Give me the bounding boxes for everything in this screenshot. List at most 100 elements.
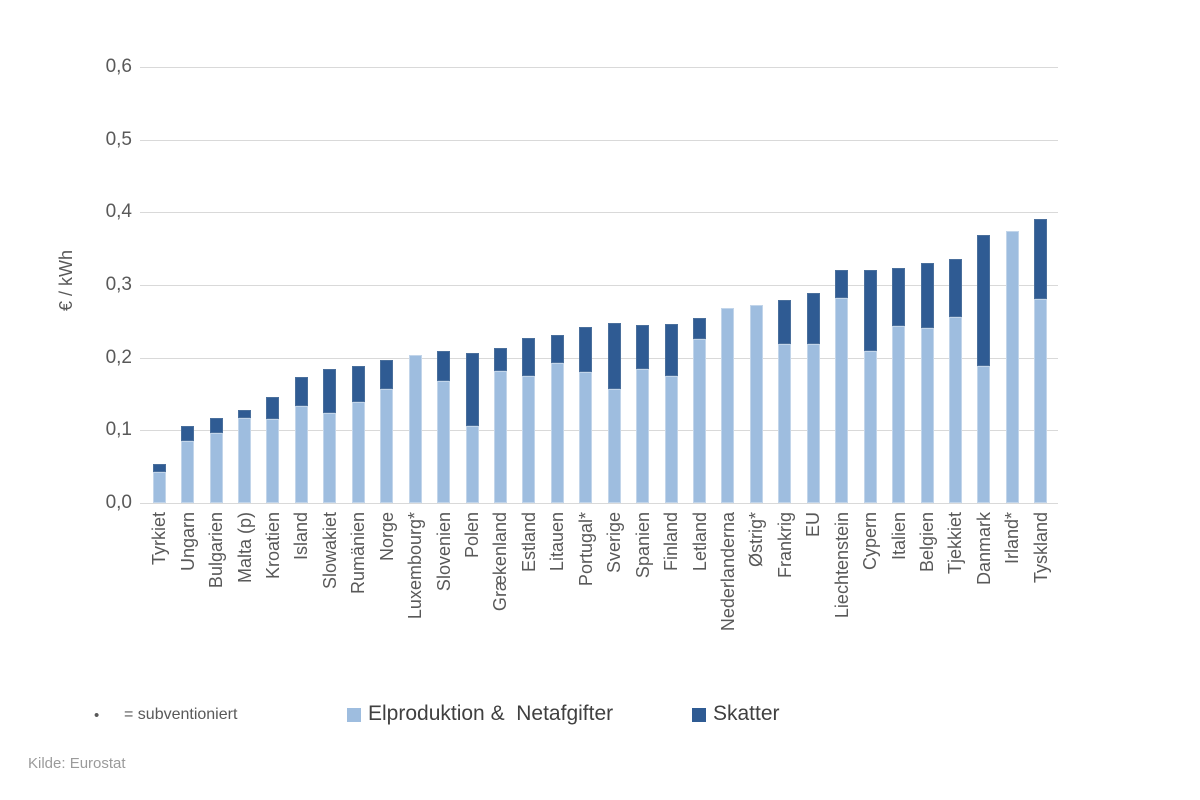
bar-ungarn [181,426,194,503]
bar-segment-taxes [238,410,251,418]
bar-malta-p- [238,410,251,503]
legend-swatch-taxes [692,708,706,722]
bar-luxembourg- [409,355,422,503]
x-tick-label: Slovenien [434,512,454,592]
bar-segment-production-network [693,339,706,503]
x-tick-label: EU [803,512,823,538]
bar-segment-taxes [807,293,820,344]
bar-segment-production-network [864,351,877,503]
x-tick-label: Østrig* [746,512,766,568]
bar-segment-taxes [352,366,365,402]
bar-segment-taxes [466,353,479,426]
gridline [140,503,1058,504]
bar-belgien [921,263,934,503]
bar-spanien [636,325,649,503]
bar-bulgarien [210,418,223,503]
x-tick-label: Sverige [604,512,624,574]
bar-portugal- [579,327,592,503]
x-tick-label: Tyskland [1031,512,1051,584]
x-tick-label: Irland* [1002,512,1022,565]
x-tick-label: Finland [661,512,681,572]
x-tick-label: Spanien [633,512,653,579]
bar-segment-production-network [437,381,450,503]
bar-finland [665,324,678,503]
bar-segment-production-network [522,376,535,503]
bar-segment-production-network [295,406,308,503]
bar-segment-production-network [238,418,251,503]
bar-segment-production-network [323,413,336,503]
bar-segment-taxes [494,348,507,371]
bar-polen [466,353,479,503]
bar-segment-taxes [181,426,194,441]
bar-kroatien [266,397,279,503]
bar-sverige [608,323,621,503]
bar-liechtenstein [835,270,848,503]
bar-segment-production-network [665,376,678,503]
y-tick-label: 0,5 [105,129,132,150]
bar-norge [380,360,393,503]
bar-segment-production-network [608,389,621,503]
x-tick-label: Tjekkiet [945,512,965,575]
bar-segment-production-network [1034,299,1047,503]
bar-danmark [977,235,990,503]
bar-segment-taxes [665,324,678,376]
bar-segment-production-network [778,344,791,503]
bar-segment-taxes [693,318,706,339]
bar-segment-production-network [807,344,820,503]
bar-frankrig [778,300,791,503]
x-tick-label: Estland [519,512,539,573]
bar-segment-production-network [835,298,848,503]
bar-segment-taxes [949,259,962,317]
gridline [140,212,1058,213]
bar-segment-taxes [153,464,166,472]
bar-litauen [551,335,564,503]
bar-segment-production-network [1006,231,1019,503]
gridline [140,358,1058,359]
bar-segment-production-network [721,308,734,503]
bar-segment-taxes [1034,219,1047,299]
bar-segment-production-network [636,369,649,503]
bar-italien [892,268,905,503]
x-tick-label: Kroatien [263,512,283,580]
bar-segment-taxes [835,270,848,298]
x-tick-label: Slowakiet [320,512,340,590]
bar-segment-production-network [409,355,422,503]
x-tick-label: Cypern [860,512,880,571]
bar-segment-taxes [551,335,564,363]
bar-slowakiet [323,369,336,503]
x-tick-label: Luxembourg* [405,512,425,620]
bar-segment-taxes [266,397,279,419]
x-tick-label: Tyrkiet [149,512,169,566]
bar--strig- [750,305,763,503]
bar-irland- [1006,231,1019,503]
x-tick-label: Rumänien [348,512,368,595]
bar-segment-production-network [210,433,223,503]
bar-segment-production-network [181,441,194,503]
y-tick-label: 0,4 [105,201,132,222]
gridline [140,430,1058,431]
legend-swatch-production-network [347,708,361,722]
bar-rum-nien [352,366,365,503]
y-tick-label: 0,0 [105,492,132,513]
bar-segment-production-network [380,389,393,503]
bar-segment-taxes [864,270,877,351]
bar-segment-taxes [636,325,649,369]
subsidized-note-text: = subventioniert [124,706,238,723]
x-tick-label: Belgien [917,512,937,573]
bar-gr-kenland [494,348,507,503]
bar-segment-taxes [522,338,535,376]
x-tick-label: Liechtenstein [832,512,852,619]
x-tick-label: Portugal* [576,512,596,587]
bar-segment-production-network [579,372,592,503]
bar-island [295,377,308,503]
x-tick-label: Norge [377,512,397,562]
bar-segment-production-network [921,328,934,503]
x-tick-label: Island [291,512,311,561]
bar-segment-taxes [608,323,621,389]
bar-tyskland [1034,219,1047,503]
bar-segment-taxes [295,377,308,406]
x-tick-label: Frankrig [775,512,795,579]
gridline [140,67,1058,68]
x-tick-label: Polen [462,512,482,559]
